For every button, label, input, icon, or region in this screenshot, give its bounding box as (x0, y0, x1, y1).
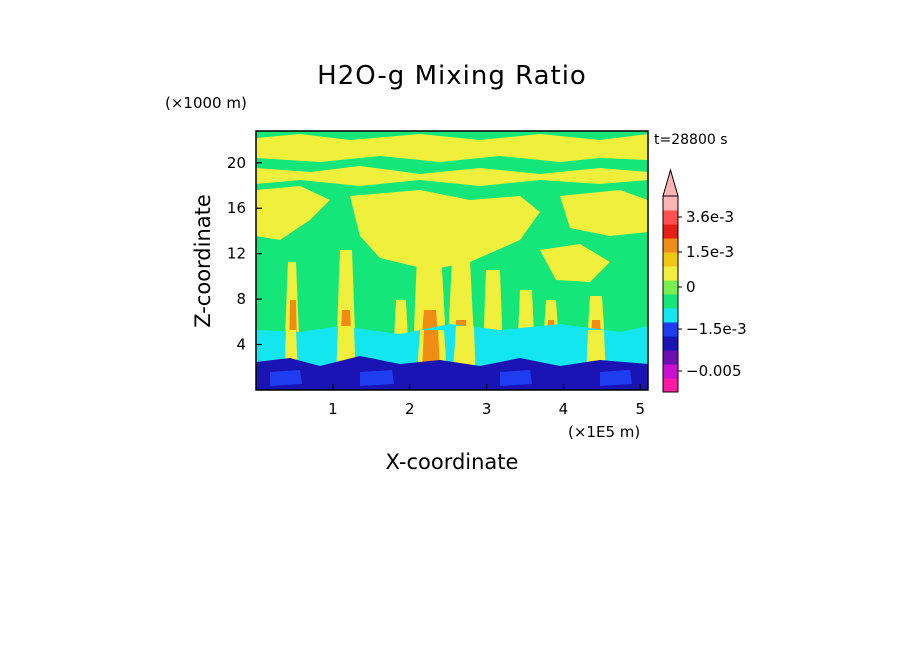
time-label: t=28800 s (654, 132, 728, 148)
field-upper-band-2 (256, 166, 648, 186)
colorbar-segment (663, 322, 678, 337)
field-mid-patch-left (256, 186, 330, 240)
y-axis-label: Z-coordinate (191, 194, 215, 328)
colorbar-label: −1.5e-3 (686, 320, 747, 338)
colorbar-segment (663, 224, 678, 239)
colorbar-segment (663, 308, 678, 323)
colorbar-segment (663, 196, 678, 211)
x-unit-label: (×1E5 m) (568, 423, 640, 441)
y-tick-label: 12 (227, 245, 246, 263)
x-tick-label: 4 (559, 400, 569, 418)
field-mid-patch-right2 (540, 244, 610, 282)
colorbar-label: 1.5e-3 (686, 243, 734, 261)
colorbar-label: −0.005 (686, 362, 742, 380)
colorbar-frame (662, 195, 679, 393)
colorbar-segment (663, 266, 678, 281)
chart-title: H2O-g Mixing Ratio (317, 61, 587, 91)
x-tick-label: 3 (482, 400, 492, 418)
colorbar-segment (663, 238, 678, 253)
field-lower-layer-dots (270, 370, 632, 386)
field-mid-patch-right (560, 190, 648, 236)
colorbar-segment (663, 336, 678, 351)
y-tick-label: 16 (227, 199, 246, 217)
x-tick-label: 1 (328, 400, 338, 418)
y-axis-ticks: 4 8 12 16 20 (227, 154, 262, 354)
colorbar-segment (663, 294, 678, 309)
y-unit-label: (×1000 m) (165, 94, 247, 112)
colorbar-arrow (662, 168, 679, 197)
field-upper-band (256, 134, 648, 162)
y-tick-label: 20 (227, 154, 246, 172)
colorbar-segment (663, 350, 678, 365)
plot-area (256, 131, 648, 390)
field-lower-layer (256, 356, 648, 390)
x-axis-ticks: 1 2 3 4 5 (328, 384, 645, 418)
x-axis-label: X-coordinate (386, 450, 519, 474)
plume-base-cores (422, 330, 440, 370)
plot-frame (255, 130, 649, 391)
field-mid-patch-center (350, 190, 540, 270)
colorbar-segment (663, 378, 678, 393)
x-tick-label: 5 (636, 400, 646, 418)
y-tick-label: 4 (236, 336, 246, 354)
colorbar-segment (663, 364, 678, 379)
y-tick-label: 8 (236, 290, 246, 308)
colorbar-label: 0 (686, 278, 696, 296)
colorbar-segment (663, 210, 678, 225)
colorbar-segment (663, 280, 678, 295)
x-tick-label: 2 (405, 400, 415, 418)
colorbar-segment (663, 252, 678, 267)
colorbar: 3.6e-3 1.5e-3 0 −1.5e-3 −0.005 (662, 168, 747, 393)
colorbar-label: 3.6e-3 (686, 208, 734, 226)
